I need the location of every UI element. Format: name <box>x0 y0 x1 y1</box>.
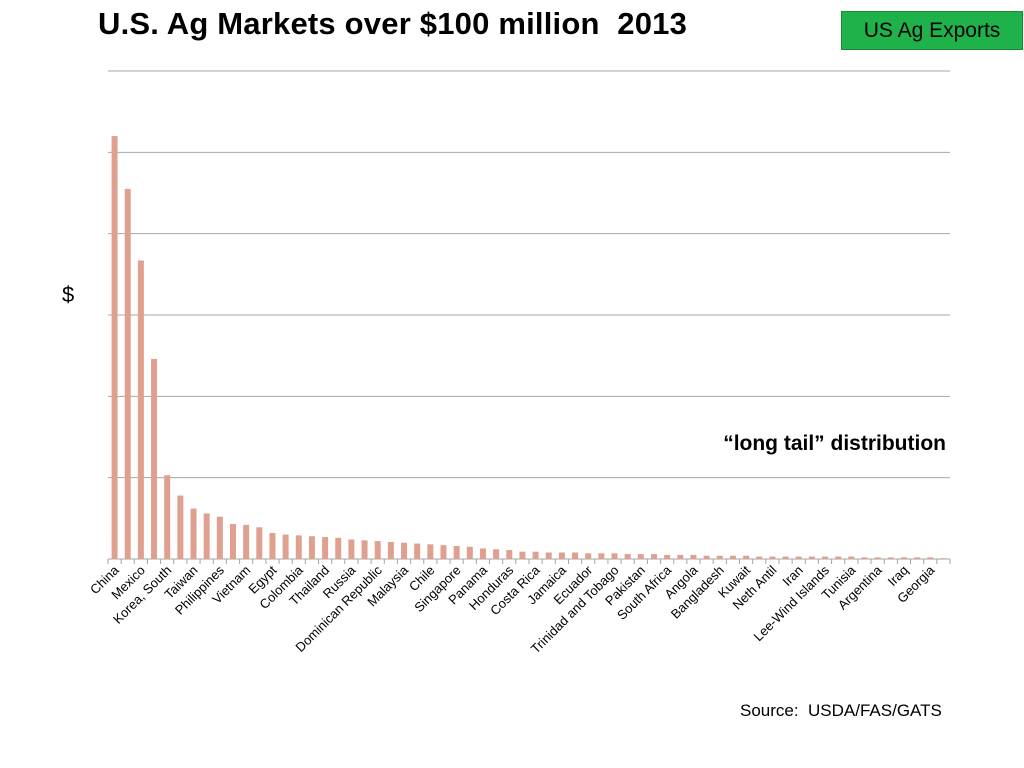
bar <box>506 550 513 559</box>
bar <box>335 537 342 559</box>
bar <box>177 495 184 559</box>
bar <box>914 557 921 559</box>
bar <box>361 540 368 559</box>
bar <box>137 260 144 559</box>
bar <box>151 358 158 559</box>
y-axis-label: $ <box>62 282 75 307</box>
bar <box>466 546 473 559</box>
bar <box>822 556 829 559</box>
bar <box>624 554 631 559</box>
bar <box>637 554 644 559</box>
bar <box>203 513 210 559</box>
bar <box>256 527 263 559</box>
bar <box>269 532 276 559</box>
bar <box>808 556 815 559</box>
bar <box>874 557 881 559</box>
bar <box>743 555 750 559</box>
bar <box>598 553 605 559</box>
bar <box>519 551 526 559</box>
source-note: Source: USDA/FAS/GATS <box>740 701 942 720</box>
bar <box>243 524 250 559</box>
bar <box>650 554 657 559</box>
bar <box>479 548 486 559</box>
bar <box>756 556 763 559</box>
bar <box>677 554 684 559</box>
bar <box>440 545 447 559</box>
bar <box>401 542 408 559</box>
bar <box>532 551 539 559</box>
bar <box>111 136 118 559</box>
bar <box>308 536 315 559</box>
bar <box>190 508 197 559</box>
bar <box>729 555 736 559</box>
bar <box>585 553 592 559</box>
bar <box>572 552 579 559</box>
x-axis-ticks <box>107 559 951 564</box>
bar <box>558 552 565 559</box>
bar <box>545 552 552 559</box>
bar <box>769 556 776 559</box>
bar <box>414 543 421 559</box>
bar <box>453 545 460 559</box>
bar <box>848 556 855 559</box>
us-ag-exports-badge: US Ag Exports <box>841 11 1023 50</box>
chart-title: U.S. Ag Markets over $100 million 2013 <box>98 6 688 41</box>
bar <box>374 541 381 559</box>
long-tail-annotation: “long tail” distribution <box>723 432 946 455</box>
bar <box>387 541 394 559</box>
bar <box>295 535 302 559</box>
bar <box>835 556 842 559</box>
bar <box>124 188 131 559</box>
bar <box>164 475 171 559</box>
bar <box>427 544 434 559</box>
bar <box>795 556 802 559</box>
bar <box>493 549 500 559</box>
bar <box>664 554 671 559</box>
bar <box>940 558 947 559</box>
bar <box>927 557 934 559</box>
bar <box>900 557 907 559</box>
bar <box>861 557 868 559</box>
bar <box>703 555 710 559</box>
bar <box>216 516 223 559</box>
bar <box>282 534 289 559</box>
bar <box>782 556 789 559</box>
bar <box>348 539 355 559</box>
bars <box>111 136 947 559</box>
bar <box>229 524 236 559</box>
bar <box>887 557 894 559</box>
bar <box>322 537 329 559</box>
bar <box>716 555 723 559</box>
gridlines <box>108 70 950 560</box>
bar <box>611 553 618 559</box>
bar <box>690 554 697 559</box>
